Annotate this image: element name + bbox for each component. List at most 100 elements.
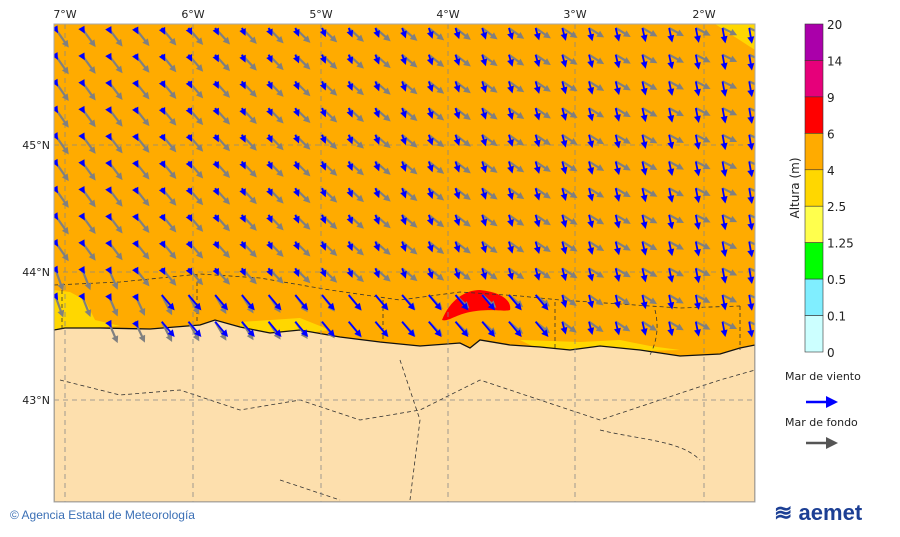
swell-arrow (722, 160, 738, 169)
copyright-footer: © Agencia Estatal de Meteorología (10, 508, 195, 522)
wind-sea-arrow (319, 81, 327, 91)
wind-sea-arrow (426, 81, 434, 93)
wind-sea-arrow (508, 321, 522, 338)
wind-sea-arrow (132, 53, 139, 62)
swell-arrow (508, 80, 525, 93)
wind-sea-arrow (266, 267, 273, 277)
wind-sea-arrow (212, 54, 219, 63)
wind-sea-arrow (293, 54, 300, 64)
wind-sea-arrow (694, 188, 701, 204)
colorbar-tick-label: 6 (827, 127, 835, 141)
wind-sea-arrow (667, 54, 675, 70)
swell-arrow (588, 133, 605, 145)
wind-sea-arrow (507, 27, 514, 40)
swell-arrow (508, 267, 525, 280)
wind-sea-arrow (587, 161, 595, 175)
wind-sea-arrow (426, 134, 434, 146)
wind-sea-arrow (185, 267, 193, 276)
wind-sea-arrow (613, 294, 621, 309)
swell-arrow (401, 133, 418, 148)
wind-sea-arrow (613, 27, 621, 42)
wind-sea-arrow (132, 266, 139, 275)
swell-arrow (615, 320, 631, 332)
wind-sea-arrow (613, 81, 621, 96)
colorbar-tick-label: 1.25 (827, 237, 854, 251)
wind-sea-arrow (613, 268, 621, 282)
swell-arrow (561, 107, 578, 119)
wind-sea-arrow (185, 53, 193, 62)
swell-arrow (695, 160, 711, 170)
wind-sea-arrow (158, 26, 166, 35)
swell-arrow (668, 213, 684, 223)
swell-arrow (561, 320, 577, 333)
wind-sea-arrow (54, 238, 58, 247)
swell-arrow (615, 160, 631, 171)
swell-arrow (481, 53, 498, 67)
wind-sea-arrow (266, 81, 273, 90)
colorbar-segment (804, 133, 824, 171)
wind-sea-arrow (319, 267, 327, 278)
swell-arrow (401, 187, 418, 202)
swell-arrow (668, 187, 684, 197)
wind-sea-arrow (346, 81, 354, 91)
wind-sea-arrow (78, 159, 85, 168)
swell-arrow (347, 53, 364, 69)
yellow-coastal-band-mid (240, 318, 330, 334)
wind-sea-arrow (507, 214, 514, 227)
wind-sea-arrow (667, 81, 675, 96)
wind-sea-arrow (346, 187, 354, 198)
wind-sea-arrow (212, 187, 219, 196)
longitude-label: 3°W (563, 8, 586, 21)
wind-sea-arrow (400, 267, 407, 279)
wind-sea-arrow (667, 134, 675, 150)
wind-sea-arrow (348, 294, 362, 311)
wind-sea-arrow (560, 134, 568, 148)
wind-sea-arrow (560, 107, 568, 121)
wind-sea-arrow (400, 161, 407, 172)
swell-arrow (722, 267, 738, 276)
swell-arrow (588, 267, 605, 278)
wind-sea-arrow (587, 81, 595, 95)
wind-sea-arrow (319, 214, 327, 225)
wind-sea-arrow (185, 214, 193, 223)
wind-sea-arrow (747, 214, 755, 231)
wind-sea-arrow (105, 132, 112, 141)
wind-sea-arrow (587, 268, 595, 282)
wind-sea-arrow (293, 161, 300, 171)
map-frame (53, 23, 756, 503)
swell-arrow (588, 160, 605, 171)
swell-arrow (615, 107, 631, 118)
wind-sea-arrow (212, 107, 219, 116)
wind-sea-arrow (293, 27, 300, 37)
swell-arrow (454, 160, 471, 174)
wind-sea-arrow (747, 188, 755, 204)
wind-sea-arrow (346, 214, 354, 225)
wind-sea-arrow (560, 81, 568, 95)
wind-sea-arrow (105, 293, 112, 301)
wind-sea-arrow (613, 214, 621, 229)
wind-sea-arrow (454, 321, 469, 338)
wind-sea-arrow (321, 321, 335, 338)
wind-sea-arrow (400, 214, 407, 226)
wind-sea-arrow (214, 321, 229, 338)
wind-sea-arrow (239, 214, 246, 223)
wind-sea-arrow (400, 54, 407, 66)
wind-sea-arrow (214, 294, 229, 311)
wind-sea-arrow (508, 294, 522, 311)
swell-arrow (347, 107, 364, 122)
wind-sea-arrow (747, 241, 755, 258)
wind-sea-arrow (453, 81, 461, 93)
wind-sea-arrow (720, 27, 728, 44)
swell-arrow (454, 53, 471, 67)
wind-sea-arrow (694, 241, 701, 257)
wind-sea-arrow (667, 27, 675, 43)
wind-sea-arrow (132, 240, 139, 248)
wind-sea-arrow (694, 27, 701, 43)
swell-arrow (374, 240, 391, 255)
swell-arrow (641, 187, 658, 197)
wind-sea-arrow (132, 160, 139, 168)
colorbar-tick-label: 0.5 (827, 273, 846, 287)
wind-sea-arrow (747, 268, 755, 285)
swell-arrow (588, 213, 605, 225)
colorbar-tick-label: 4 (827, 164, 835, 178)
